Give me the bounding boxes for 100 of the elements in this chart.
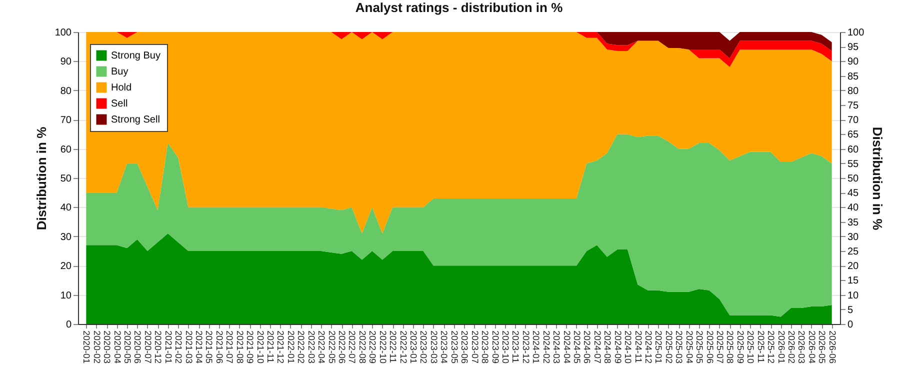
y2-tick-label: 90 — [848, 56, 860, 68]
x-tick-label: 2021-06 — [214, 330, 224, 364]
x-tick-label: 2026-02 — [786, 330, 796, 364]
y2-tick-label: 30 — [848, 232, 860, 243]
y-tick-label: 100 — [54, 28, 72, 38]
x-tick-label: 2022-04 — [316, 330, 327, 364]
x-tick-label: 2024-01 — [531, 330, 542, 364]
series-label: Sell — [111, 98, 128, 110]
x-tick-label: 2020-12 — [153, 330, 164, 364]
y-tick-label: 60 — [60, 144, 72, 156]
x-tick-label: 2026-04 — [806, 330, 817, 364]
y2-tick-label: 70 — [848, 115, 860, 126]
x-tick-label: 2021-08 — [234, 330, 245, 364]
x-tick-label: 2024-04 — [562, 330, 572, 364]
x-tick-label: 2024-10 — [623, 330, 634, 364]
x-tick-label: 2022-03 — [306, 330, 316, 364]
x-tick-label: 2025-03 — [674, 330, 684, 364]
x-tick-label: 2022-11 — [388, 330, 398, 363]
x-tick-label: 2025-01 — [654, 330, 664, 364]
y2-tick-label: 50 — [848, 174, 860, 184]
y2-axis-title: Distribution in % — [870, 126, 886, 231]
x-tick-label: 2023-03 — [428, 330, 439, 364]
y2-tick-label: 25 — [848, 246, 860, 258]
y2-tick-label: 95 — [848, 42, 860, 54]
y2-tick-label: 60 — [848, 144, 860, 156]
x-tick-label: 2025-08 — [725, 330, 736, 364]
x-tick-label: 2020-03 — [102, 330, 112, 364]
y-axis-title: Distribution in % — [34, 126, 49, 230]
y2-tick-label: 100 — [848, 28, 865, 38]
x-tick-label: 2022-01 — [286, 330, 296, 364]
x-tick-label: 2024-08 — [602, 330, 613, 364]
y2-tick-label: 80 — [848, 86, 860, 97]
x-tick-label: 2024-09 — [612, 330, 623, 364]
x-tick-label: 2021-05 — [204, 330, 214, 364]
x-tick-label: 2022-05 — [326, 330, 337, 364]
y-tick-label: 20 — [60, 261, 72, 272]
x-tick-label: 2024-05 — [572, 330, 582, 364]
x-tick-label: 2023-05 — [449, 330, 460, 364]
legend-label: Buy — [111, 66, 128, 78]
y2-tick-label: 0 — [848, 320, 854, 330]
y2-tick-label: 35 — [848, 217, 860, 228]
x-tick-label: 2024-07 — [592, 330, 602, 364]
x-tick-label: 2021-02 — [174, 330, 184, 364]
x-tick-label: 2022-06 — [337, 330, 348, 364]
y2-tick-label: 55 — [848, 158, 860, 170]
x-tick-label: 2025-04 — [684, 330, 694, 364]
x-tick-label: 2025-12 — [766, 330, 776, 364]
y-tick-label: 0 — [66, 320, 72, 330]
y2-tick-label: 5 — [848, 304, 854, 316]
x-tick-label: 2026-05 — [817, 330, 828, 364]
y-tick-label: 90 — [60, 56, 72, 68]
x-tick-label: 2020-05 — [122, 330, 133, 364]
x-tick-label: 2024-11 — [633, 330, 644, 363]
series-label: Strong Sell — [111, 114, 160, 126]
y-tick-label: 80 — [60, 86, 72, 97]
y-tick-label: 40 — [60, 202, 72, 214]
x-tick-label: 2025-05 — [694, 330, 705, 364]
y2-tick-label: 65 — [848, 130, 860, 141]
x-tick-label: 2023-11 — [510, 330, 521, 363]
y-tick-label: 50 — [60, 174, 72, 184]
x-tick-label: 2025-06 — [704, 330, 715, 364]
x-tick-label: 2020-01 — [82, 330, 92, 364]
x-tick-label: 2022-10 — [378, 330, 388, 364]
legend-label: Strong Buy — [111, 50, 160, 62]
x-tick-label: 2021-10 — [255, 330, 266, 364]
x-tick-label: 2023-12 — [520, 330, 531, 364]
y2-tick-label: 20 — [848, 261, 860, 272]
x-tick-label: 2020-04 — [112, 330, 122, 364]
x-tick-label: 2023-08 — [480, 330, 490, 364]
x-tick-label: 2022-02 — [296, 330, 306, 364]
y-tick-label: 30 — [60, 232, 72, 243]
x-tick-label: 2026-03 — [796, 330, 807, 364]
x-tick-label: 2025-02 — [664, 330, 674, 364]
x-tick-label: 2025-11 — [756, 330, 766, 363]
x-tick-label: 2023-09 — [490, 330, 500, 364]
y2-tick-label: 40 — [848, 202, 860, 214]
series-label: Hold — [111, 82, 132, 94]
y2-tick-label: 15 — [848, 276, 860, 287]
x-tick-label: 2025-10 — [746, 330, 756, 364]
x-tick-label: 2021-07 — [224, 330, 235, 364]
x-tick-label: 2023-02 — [418, 330, 429, 364]
chart-title: Analyst ratings - distribution in % — [355, 0, 564, 15]
x-tick-label: 2021-12 — [276, 330, 286, 364]
y-tick-label: 10 — [60, 290, 72, 302]
x-tick-label: 2023-10 — [500, 330, 510, 364]
x-tick-label: 2024-03 — [552, 330, 562, 364]
x-tick-label: 2024-02 — [541, 330, 552, 364]
y2-tick-label: 10 — [848, 290, 860, 302]
x-tick-label: 2023-01 — [408, 330, 419, 364]
x-tick-label: 2020-06 — [132, 330, 143, 364]
x-tick-label: 2023-04 — [439, 330, 450, 364]
x-tick-label: 2022-09 — [368, 330, 378, 364]
x-tick-label: 2023-06 — [460, 330, 470, 364]
x-tick-label: 2026-06 — [827, 330, 838, 364]
x-tick-label: 2022-07 — [347, 330, 358, 364]
y-tick-label: 70 — [60, 115, 72, 126]
x-tick-label: 2021-04 — [194, 330, 204, 364]
x-tick-label: 2021-11 — [266, 330, 276, 363]
x-tick-label: 2024-12 — [643, 330, 654, 364]
x-tick-label: 2021-01 — [163, 330, 174, 364]
